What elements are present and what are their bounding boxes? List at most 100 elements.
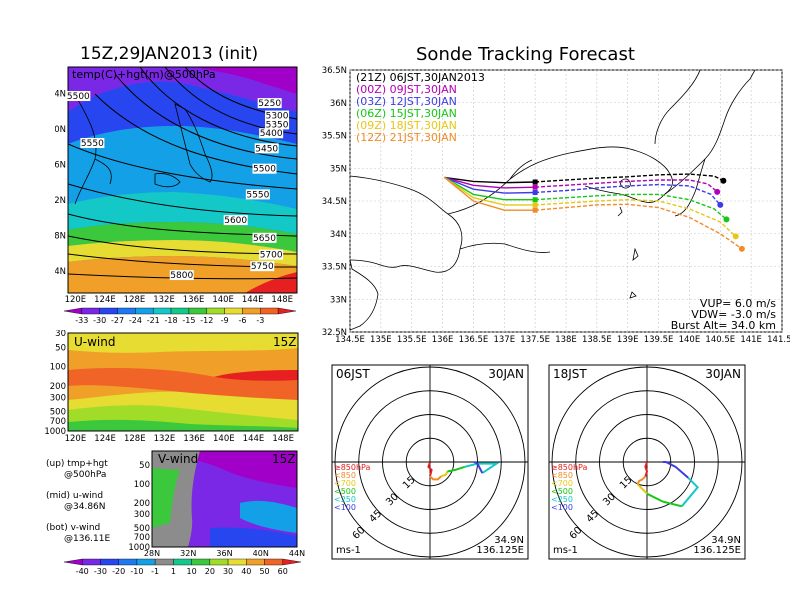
map-y-tick-label: 44N (55, 90, 66, 100)
hodograph-segment (440, 471, 449, 478)
colorbar-swatch (264, 558, 283, 566)
u-band-orange-red (68, 368, 298, 400)
track-time-marker (532, 189, 538, 195)
contour-label: 5600 (224, 216, 247, 226)
colorbar-label: -18 (165, 316, 178, 325)
colorbar-swatch (154, 558, 174, 566)
colorbar-swatch (170, 307, 190, 315)
v-wind-y-tick-label: 100 (134, 480, 150, 490)
hodograph-segment (681, 477, 700, 507)
v-wind-y-tick-label: 200 (134, 499, 150, 509)
colorbar-label: -15 (182, 316, 195, 325)
colorbar-label: -3 (256, 316, 264, 325)
u-band-green-dark (68, 419, 298, 431)
colorbar-label: 40 (241, 567, 251, 576)
colorbar-swatch (242, 307, 261, 315)
contour-label-bg (259, 249, 284, 260)
pressure-legend-entry: ≥850hPa (551, 463, 588, 472)
u-wind-y-tick-label: 30 (55, 330, 66, 339)
track-y-tick-label: 35.5N (322, 132, 347, 142)
u-wind-chart: U-wind 15Z 120E 124E 128E 132E 136E 140E 144E 1… (44, 330, 299, 444)
track-time-marker (532, 202, 538, 208)
u-wind-y-tick-label: 500 (50, 408, 66, 418)
track-series (443, 173, 745, 252)
hodograph-unit: ms-1 (336, 545, 361, 556)
track-legend-entry: (03Z) 12JST,30JAN (356, 95, 457, 108)
track-time-marker (532, 184, 538, 190)
hodograph-segment (429, 475, 442, 481)
map-x-tick-label: 148E (271, 295, 293, 305)
v-wind-y-tick-label: 1000 (128, 543, 150, 553)
hodograph-unit: ms-1 (553, 545, 578, 556)
track-legend-entry: (09Z) 18JST,30JAN (356, 119, 457, 132)
track-line-solid (443, 176, 536, 206)
u-wind-x-tick-label: 148E (272, 434, 294, 444)
contour-label-bg (66, 91, 91, 102)
hodograph-segment (646, 492, 683, 508)
temp-band-yellow (68, 240, 297, 266)
track-y-tick-label: 34N (330, 230, 347, 240)
v-wind-x-tick-label: 32N (180, 549, 196, 558)
map-x-tick-label: 144E (242, 295, 264, 305)
v-wind-y-tick-label: 50 (139, 461, 150, 471)
v-wind-chart: V-wind 15Z 28N 32N 36N 40N 44N 5010020030050… (128, 450, 305, 558)
hodograph-segment (464, 462, 500, 474)
contour-label-bg (259, 128, 284, 139)
track-time-marker (532, 197, 538, 203)
temp-colorbar: -33 -30 -27 -24 -21 -18 -15 -12 -9 -6 -3 (63, 307, 297, 325)
annotation-vup: VUP= 6.0 m/s (700, 297, 776, 310)
colorbar-label: 1 (171, 567, 176, 576)
colorbar-swatch (82, 558, 101, 566)
u-wind-label: U-wind (74, 335, 115, 349)
hodograph-lat: 34.9N (711, 535, 741, 546)
track-x-tick-label: 139E (617, 335, 639, 345)
u-wind-y-tick-label: 200 (50, 382, 66, 392)
track-y-tick-label: 32.5N (322, 328, 347, 338)
pressure-legend-entry: <250 (334, 495, 356, 504)
hodograph-segment (662, 461, 689, 479)
legend-up-line1: (up) tmp+hgt (46, 459, 108, 469)
colorbar-swatch (209, 558, 229, 566)
track-legend-entry: (12Z) 21JST,30JAN (356, 131, 457, 144)
u-wind-x-tick-label: 132E (154, 434, 176, 444)
track-line-forecast (535, 173, 724, 183)
annotation-vdw: VDW= -3.0 m/s (691, 308, 776, 321)
contour-label: 5500 (67, 92, 90, 102)
track-y-tick-label: 33.5N (322, 263, 347, 273)
contour-label-bg (250, 261, 275, 272)
v-band-purple-dark (152, 451, 297, 488)
u-wind-x-tick-label: 120E (65, 434, 87, 444)
contour-label-bg (265, 119, 290, 130)
hodograph-segment (636, 475, 647, 485)
contour-label-bg (257, 98, 282, 109)
colorbar-label: -40 (76, 567, 89, 576)
contour-label: 5400 (260, 129, 283, 139)
temp-band-red (245, 272, 297, 293)
track-time-marker (532, 179, 538, 185)
contour-label-bg (265, 110, 290, 121)
colorbar-swatch (136, 558, 156, 566)
map-y-ticks: 24N 28N 32N 36N 40N 44N (55, 90, 66, 277)
coastlines (74, 93, 213, 205)
v-wind-x-tick-label: 40N (253, 549, 269, 558)
colorbar-swatch (99, 307, 118, 315)
colorbar-label: -9 (221, 316, 229, 325)
track-line-solid (444, 176, 536, 184)
hodograph-lon: 136.125E (476, 545, 524, 556)
track-end-point (738, 245, 745, 252)
contour-label: 5550 (246, 190, 269, 200)
track-x-tick-label: 140.5E (705, 335, 735, 345)
contour-label-bg (80, 137, 105, 148)
colorbar-label: -27 (111, 316, 124, 325)
legend-mid-line2: @34.86N (64, 502, 106, 512)
colorbar-label: 20 (205, 567, 215, 576)
colorbar-swatch (282, 558, 302, 566)
u-wind-y-tick-label: 100 (50, 363, 66, 373)
v-wind-y-tick-label: 300 (134, 510, 150, 520)
contour-label: 5750 (251, 262, 274, 272)
u-wind-x-tick-label: 140E (213, 434, 235, 444)
colorbar-swatch (63, 307, 83, 315)
